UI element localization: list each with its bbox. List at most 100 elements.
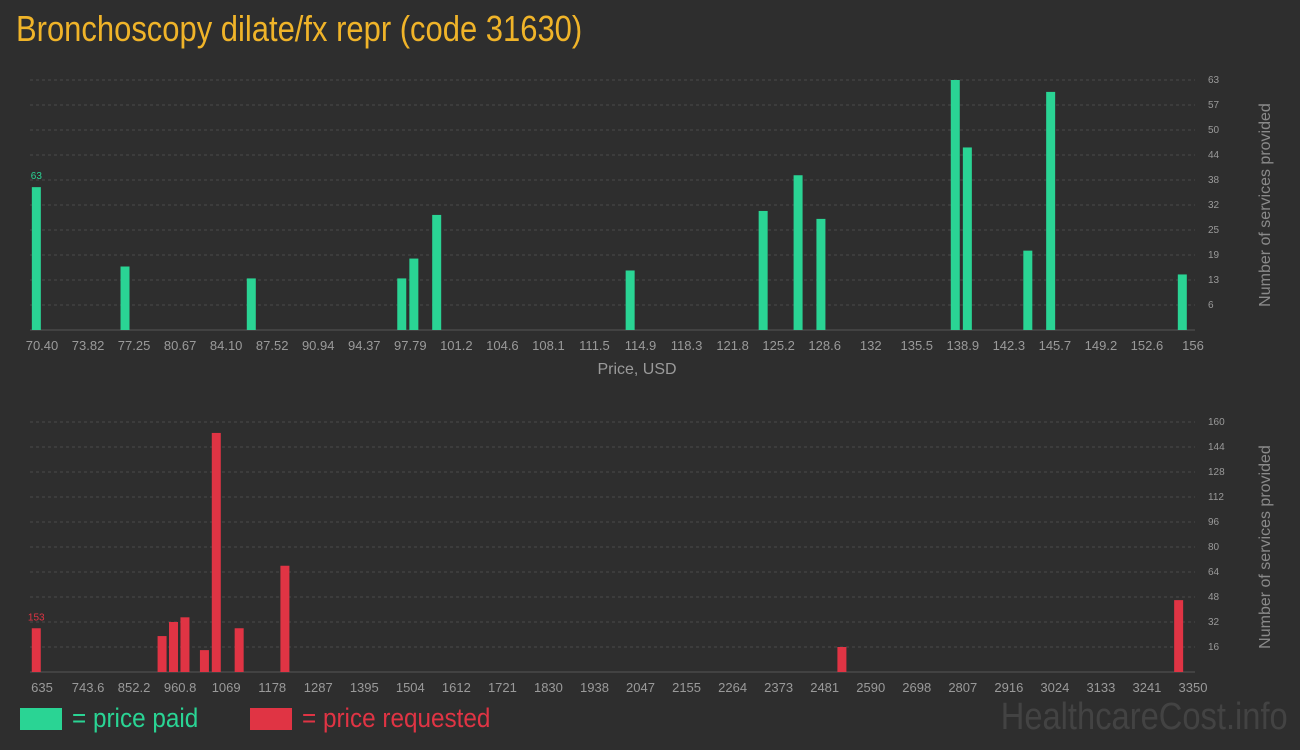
x-tick-label: 152.6 xyxy=(1131,338,1164,353)
x-tick-label: 960.8 xyxy=(164,680,197,695)
x-tick-label: 142.3 xyxy=(993,338,1026,353)
x-tick-label: 90.94 xyxy=(302,338,335,353)
bar xyxy=(1174,600,1184,672)
bar xyxy=(432,214,442,330)
x-tick-label: 2481 xyxy=(810,680,839,695)
x-tick-label: 145.7 xyxy=(1039,338,1072,353)
bar xyxy=(246,278,256,330)
bar xyxy=(397,278,407,330)
x-tick-label: 3133 xyxy=(1086,680,1115,695)
x-tick-label: 2264 xyxy=(718,680,747,695)
legend-swatch-requested xyxy=(250,707,292,730)
x-tick-label: 852.2 xyxy=(118,680,151,695)
y-tick-label: 144 xyxy=(1208,442,1225,453)
x-tick-label: 1612 xyxy=(442,680,471,695)
x-tick-label: 70.40 xyxy=(26,338,59,353)
bar xyxy=(280,565,290,672)
x-tick-label: 1830 xyxy=(534,680,563,695)
x-tick-label: 1287 xyxy=(304,680,333,695)
bar xyxy=(31,628,41,672)
x-tick-label: 743.6 xyxy=(72,680,105,695)
x-tick-label: 1504 xyxy=(396,680,425,695)
y-tick-label: 6 xyxy=(1208,300,1214,311)
x-tick-label: 2807 xyxy=(948,680,977,695)
y-tick-label: 57 xyxy=(1208,100,1220,111)
x-tick-label: 77.25 xyxy=(118,338,151,353)
chart-price-paid: 6 13 19 25 32 38 44 50 57 63 70.40 73.82 77.25 80.67 8… xyxy=(26,75,1274,378)
bar xyxy=(1023,250,1033,330)
bar xyxy=(157,636,167,672)
y-axis-label: Number of services provided xyxy=(1257,445,1274,649)
x-tick-label: 73.82 xyxy=(72,338,105,353)
x-tick-label: 2155 xyxy=(672,680,701,695)
x-tick-label: 3024 xyxy=(1040,680,1069,695)
x-tick-label: 2373 xyxy=(764,680,793,695)
legend-label-paid: = price paid xyxy=(72,703,199,734)
legend-price-requested: = price requested xyxy=(250,702,511,734)
y-tick-label: 25 xyxy=(1208,225,1220,236)
x-tick-label: 132 xyxy=(860,338,882,353)
x-tick-label: 118.3 xyxy=(671,338,703,353)
y-tick-label: 13 xyxy=(1208,275,1220,286)
x-tick-label: 2047 xyxy=(626,680,655,695)
x-tick-label: 114.9 xyxy=(625,338,657,353)
x-tick-label: 104.6 xyxy=(486,338,519,353)
bar xyxy=(169,622,179,672)
bar xyxy=(950,80,960,330)
x-axis-label: Price, USD xyxy=(597,361,676,378)
x-tick-label: 1069 xyxy=(212,680,241,695)
x-tick-label: 125.2 xyxy=(762,338,795,353)
x-tick-label: 128.6 xyxy=(808,338,841,353)
x-tick-label: 84.10 xyxy=(210,338,243,353)
x-tick-label: 149.2 xyxy=(1085,338,1118,353)
bar xyxy=(31,187,41,330)
y-tick-label: 44 xyxy=(1208,150,1220,161)
bar xyxy=(120,266,130,330)
y-tick-label: 16 xyxy=(1208,642,1220,653)
legend-label-requested: = price requested xyxy=(302,703,491,734)
x-tick-label: 94.37 xyxy=(348,338,381,353)
y-tick-label: 48 xyxy=(1208,592,1220,603)
legend-swatch-paid xyxy=(20,707,62,730)
x-tick-label: 101.2 xyxy=(440,338,473,353)
y-tick-label: 128 xyxy=(1208,467,1225,478)
y-tick-label: 160 xyxy=(1208,417,1225,428)
bar xyxy=(962,147,972,330)
watermark-logo: HealthcareCost.info xyxy=(1000,696,1288,738)
x-tick-label: 3350 xyxy=(1179,680,1208,695)
x-tick-label: 2698 xyxy=(902,680,931,695)
x-tick-label: 111.5 xyxy=(579,338,610,353)
y-axis-label: Number of services provided xyxy=(1257,103,1274,307)
y-tick-label: 96 xyxy=(1208,517,1220,528)
x-tick-label: 2590 xyxy=(856,680,885,695)
bar xyxy=(1046,91,1056,331)
x-tick-label: 1721 xyxy=(488,680,517,695)
y-tick-label: 32 xyxy=(1208,200,1220,211)
y-tick-label: 50 xyxy=(1208,125,1220,136)
x-tick-label: 87.52 xyxy=(256,338,289,353)
bar xyxy=(837,647,847,672)
y-tick-label: 64 xyxy=(1208,567,1220,578)
bar xyxy=(234,628,244,672)
peak-data-label: 153 xyxy=(28,612,45,623)
x-tick-label: 1395 xyxy=(350,680,379,695)
y-tick-label: 32 xyxy=(1208,617,1220,628)
x-tick-label: 135.5 xyxy=(900,338,933,353)
x-tick-label: 80.67 xyxy=(164,338,197,353)
bar xyxy=(816,218,826,330)
bar xyxy=(625,270,635,330)
page-title: Bronchoscopy dilate/fx repr (code 31630) xyxy=(16,8,583,49)
y-tick-label: 63 xyxy=(1208,75,1220,86)
x-tick-label: 138.9 xyxy=(947,338,980,353)
x-tick-label: 156 xyxy=(1182,338,1204,353)
x-tick-label: 121.8 xyxy=(716,338,749,353)
y-tick-label: 80 xyxy=(1208,542,1220,553)
x-tick-label: 635 xyxy=(31,680,53,695)
peak-data-label: 63 xyxy=(31,171,43,182)
bar xyxy=(793,175,803,330)
x-tick-label: 3241 xyxy=(1132,680,1161,695)
chart-price-requested: 16 32 48 64 80 96 112 128 144 160 635 743.6 852.2 960… xyxy=(28,417,1274,695)
bar xyxy=(211,432,221,672)
bar xyxy=(199,650,209,672)
x-tick-label: 97.79 xyxy=(394,338,427,353)
